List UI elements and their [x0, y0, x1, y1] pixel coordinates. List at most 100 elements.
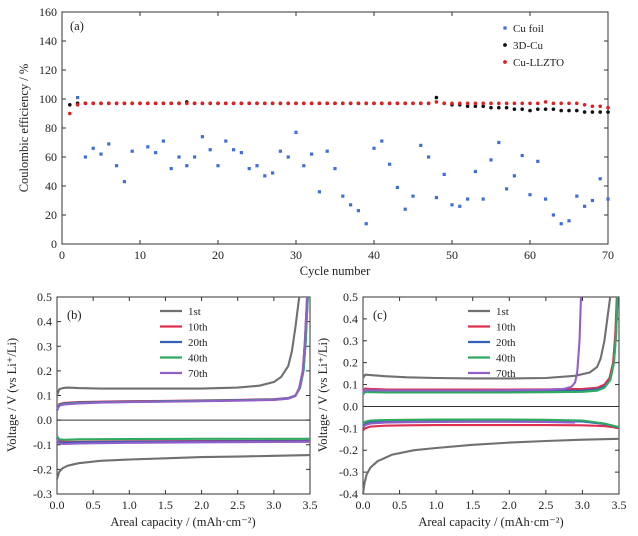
- data-point: [411, 101, 415, 106]
- data-point: [169, 101, 173, 106]
- axis-ticks-c: 0.0 0.5 1.0 1.5 2.0 2.5 3.0 3.5 -0.4 -0.3 -0.2 -0.1…: [339, 290, 627, 512]
- x-tick-label: 10: [134, 248, 146, 262]
- data-point: [458, 204, 462, 208]
- y-tick-label: 0.3: [343, 334, 358, 348]
- data-point: [177, 101, 181, 106]
- data-point: [216, 101, 220, 106]
- data-point: [544, 197, 548, 201]
- data-point: [364, 101, 369, 106]
- data-point: [567, 101, 571, 106]
- data-point: [582, 110, 587, 114]
- x-tick-label: 2.5: [230, 498, 245, 512]
- chart-panel-c: 0.0 0.5 1.0 1.5 2.0 2.5 3.0 3.5 -0.4 -0.3 -0.2 -0.1…: [316, 290, 627, 529]
- data-point: [411, 194, 415, 198]
- x-axis-label-b: Areal capacity / (mAh·cm⁻²): [110, 515, 255, 529]
- data-point: [450, 101, 454, 106]
- data-point: [473, 104, 478, 109]
- panel-label-c: (c): [373, 308, 387, 322]
- y-axis-label-a: Coulombic efficiency / %: [17, 64, 31, 193]
- data-point: [177, 155, 181, 159]
- x-tick-label: 3.5: [612, 498, 627, 512]
- data-point: [270, 101, 275, 106]
- data-point: [395, 101, 400, 106]
- x-axis-label-a: Cycle number: [300, 264, 371, 278]
- panel-label-b: (b): [67, 308, 82, 322]
- data-point: [224, 139, 228, 143]
- chart-panel-b: 0.0 0.5 1.0 1.5 2.0 2.5 3.0 3.5 -0.3 -0.2 -0.1 0.0 0…: [5, 290, 318, 529]
- data-point: [551, 213, 555, 217]
- x-tick-label: 30: [290, 248, 302, 262]
- data-point: [536, 159, 540, 163]
- legend-label: 40th: [188, 353, 208, 365]
- series-line-40th: [362, 418, 620, 429]
- y-tick-label: 20: [45, 208, 57, 222]
- data-point: [294, 101, 298, 106]
- y-tick-label: 140: [39, 34, 57, 48]
- data-point: [349, 203, 353, 207]
- legend-label: 10th: [188, 322, 208, 334]
- legend-swatch: [503, 26, 507, 30]
- data-point: [146, 145, 150, 149]
- y-tick-label: -0.1: [339, 421, 358, 435]
- data-point: [341, 101, 345, 106]
- data-point: [419, 101, 423, 106]
- data-point: [364, 222, 368, 226]
- legend-c: 1st 10th 20th 40th 70th: [468, 306, 516, 380]
- data-point: [575, 108, 579, 113]
- y-axis-label-c: Voltage / V (vs Li⁺/Li): [316, 338, 330, 452]
- data-point: [68, 103, 72, 107]
- data-point: [107, 101, 111, 106]
- data-point: [122, 101, 127, 106]
- x-tick-label: 0.0: [50, 498, 65, 512]
- x-tick-label: 1.5: [158, 498, 173, 512]
- data-point: [216, 164, 220, 168]
- series-line-70th: [56, 438, 311, 446]
- data-point: [403, 101, 408, 106]
- data-point: [333, 167, 337, 171]
- data-point: [481, 197, 485, 201]
- y-tick-label: 0.4: [37, 315, 52, 329]
- data-point: [208, 101, 212, 106]
- axis-ticks-b: 0.0 0.5 1.0 1.5 2.0 2.5 3.0 3.5 -0.3 -0.2 -0.1 0.0 0…: [33, 290, 318, 512]
- data-point: [575, 194, 579, 198]
- y-tick-label: 0.5: [37, 290, 52, 304]
- x-tick-label: 1.5: [465, 498, 480, 512]
- data-point: [185, 164, 189, 168]
- data-point: [575, 101, 579, 106]
- x-tick-label: 1.0: [122, 498, 137, 512]
- series-line-10th: [56, 296, 309, 411]
- x-tick-label: 60: [524, 248, 536, 262]
- series-line-1st: [55, 454, 311, 480]
- data-point: [200, 101, 205, 106]
- data-point: [255, 164, 259, 168]
- x-tick-label: 2.0: [194, 498, 209, 512]
- y-tick-label: 0.0: [343, 399, 358, 413]
- data-point: [161, 101, 166, 106]
- data-point: [512, 101, 517, 106]
- x-tick-label: 50: [446, 248, 458, 262]
- data-point: [76, 95, 80, 100]
- data-point: [606, 197, 610, 201]
- y-tick-label: 0.1: [343, 378, 358, 392]
- y-tick-label: 0.2: [343, 356, 358, 370]
- data-point: [567, 108, 571, 113]
- data-point: [497, 140, 501, 145]
- data-point: [497, 101, 501, 106]
- data-point: [310, 152, 314, 156]
- legend-label: 20th: [496, 337, 516, 349]
- data-point: [559, 222, 563, 226]
- x-tick-label: 20: [212, 248, 224, 262]
- data-point: [263, 101, 267, 106]
- data-point: [582, 103, 587, 107]
- axis-ticks-a: 0 10 20 30 40 50 60 70 0 20 40 60 80 100 120 140 160: [39, 5, 614, 262]
- data-point: [606, 110, 610, 114]
- legend-swatch: [503, 43, 507, 47]
- data-point: [247, 101, 251, 106]
- y-tick-label: 0.4: [343, 312, 358, 326]
- data-point: [200, 135, 204, 139]
- data-point: [83, 101, 88, 106]
- series-line-70th: [362, 296, 583, 393]
- data-point: [426, 101, 431, 106]
- data-point: [473, 101, 478, 106]
